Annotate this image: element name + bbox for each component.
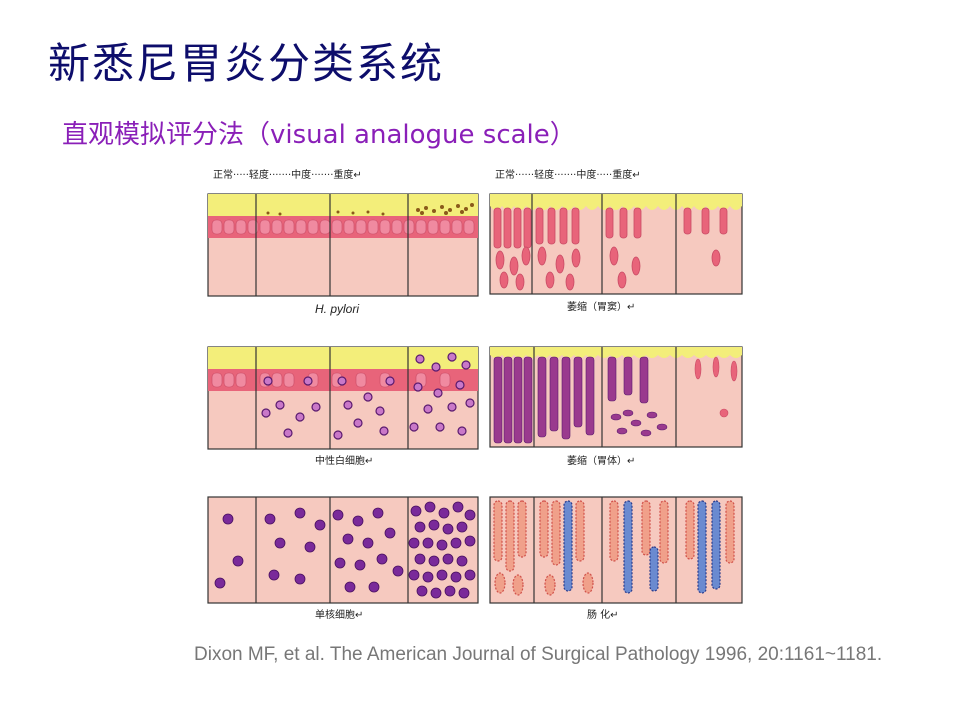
panel-neutrophils xyxy=(207,346,479,450)
grading-illustration xyxy=(207,193,743,604)
caption-intestinal-metaplasia: 肠 化↵ xyxy=(587,610,619,621)
gastritis-grading-figure: 正常·····轻度·······中度·······重度↵ 正常······轻度·… xyxy=(205,162,753,632)
caption-mononuclear-cells: 单核细胞↵ xyxy=(315,610,364,621)
citation: Dixon MF, et al. The American Journal of… xyxy=(194,644,883,665)
caption-neutrophils: 中性白细胞↵ xyxy=(315,456,374,467)
panel-atrophy-body xyxy=(489,346,743,448)
panel-intestinal-metaplasia xyxy=(489,496,743,604)
slide-title: 新悉尼胃炎分类系统 xyxy=(48,39,445,88)
panel-h-pylori xyxy=(207,193,479,297)
right-grade-header: 正常······轻度·······中度·····重度↵ xyxy=(495,170,641,181)
slide-subtitle: 直观模拟评分法（visual analogue scale） xyxy=(62,120,576,150)
caption-h-pylori: H. pylori xyxy=(315,302,360,316)
panel-mononuclear-cells xyxy=(207,496,479,604)
left-grade-header: 正常·····轻度·······中度·······重度↵ xyxy=(213,170,362,181)
caption-atrophy-body: 萎缩（胃体）↵ xyxy=(567,456,636,467)
panel-atrophy-antrum xyxy=(489,193,743,295)
caption-atrophy-antrum: 萎缩（胃窦）↵ xyxy=(567,302,636,313)
